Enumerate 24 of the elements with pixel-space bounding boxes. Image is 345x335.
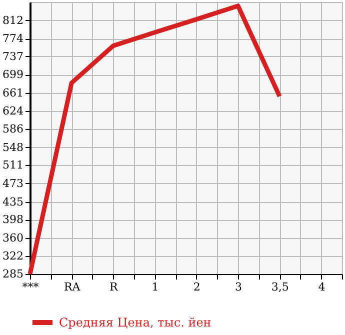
y-tick-label: 511	[2, 158, 24, 172]
x-tick-label: 3,5	[271, 280, 289, 294]
x-tick-label: RA	[64, 280, 82, 294]
x-tick-label: ***	[22, 280, 40, 294]
y-tick-label: 435	[2, 195, 24, 208]
y-tick-label: 360	[2, 231, 24, 244]
y-tick-label: 322	[2, 250, 24, 263]
x-tick-label: 3	[235, 280, 242, 294]
y-tick-label: 737	[2, 50, 24, 63]
x-tick-label: R	[110, 280, 119, 294]
y-tick-label: 398	[2, 213, 24, 226]
y-tick-label: 699	[2, 68, 24, 82]
y-tick-label: 586	[2, 122, 24, 136]
x-tick-label: 4	[318, 280, 326, 294]
y-tick-label: 285	[2, 268, 24, 280]
y-tick-label: 548	[2, 140, 24, 154]
legend-label: Средняя Цена, тыс. йен	[59, 316, 212, 330]
y-tick-label: 774	[2, 32, 24, 46]
x-tick-label: 1	[152, 280, 159, 294]
y-tick-label: 624	[2, 104, 24, 118]
y-tick-label: 812	[2, 14, 24, 27]
x-tick-label: 2	[193, 280, 200, 294]
y-tick-label: 473	[2, 176, 24, 190]
y-tick-label: 661	[2, 86, 24, 100]
